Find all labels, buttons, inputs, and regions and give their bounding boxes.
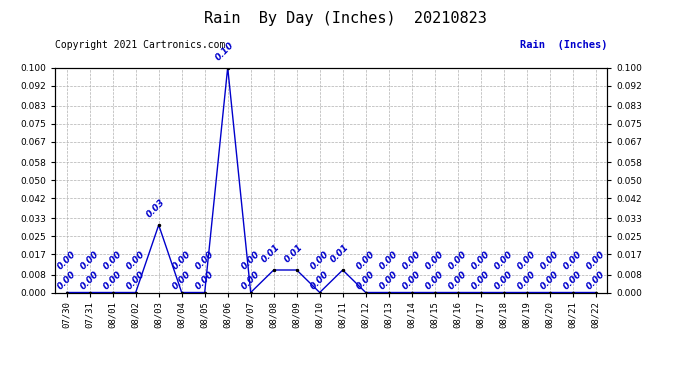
Text: 0.00: 0.00: [355, 250, 377, 272]
Text: 0.00: 0.00: [446, 269, 469, 291]
Text: 0.00: 0.00: [446, 250, 469, 272]
Text: 0.00: 0.00: [308, 269, 331, 291]
Text: 0.00: 0.00: [539, 269, 561, 291]
Text: 0.01: 0.01: [260, 242, 282, 264]
Text: 0.01: 0.01: [329, 242, 351, 264]
Text: 0.00: 0.00: [401, 250, 423, 272]
Text: 0.00: 0.00: [584, 250, 607, 272]
Text: 0.00: 0.00: [194, 250, 216, 272]
Text: 0.00: 0.00: [56, 269, 78, 291]
Text: 0.00: 0.00: [377, 250, 400, 272]
Text: 0.00: 0.00: [170, 250, 193, 272]
Text: 0.00: 0.00: [539, 250, 561, 272]
Text: 0.00: 0.00: [515, 269, 538, 291]
Text: 0.00: 0.00: [79, 250, 101, 272]
Text: 0.00: 0.00: [515, 250, 538, 272]
Text: 0.00: 0.00: [355, 269, 377, 291]
Text: 0.00: 0.00: [170, 269, 193, 291]
Text: 0.00: 0.00: [424, 269, 446, 291]
Text: 0.03: 0.03: [145, 197, 167, 219]
Text: 0.00: 0.00: [493, 269, 515, 291]
Text: 0.00: 0.00: [101, 269, 124, 291]
Text: 0.00: 0.00: [79, 269, 101, 291]
Text: 0.00: 0.00: [562, 250, 584, 272]
Text: 0.00: 0.00: [239, 250, 262, 272]
Text: 0.00: 0.00: [424, 250, 446, 272]
Text: 0.00: 0.00: [401, 269, 423, 291]
Text: 0.00: 0.00: [308, 250, 331, 272]
Text: 0.00: 0.00: [101, 250, 124, 272]
Text: 0.10: 0.10: [214, 40, 236, 62]
Text: 0.00: 0.00: [562, 269, 584, 291]
Text: 0.00: 0.00: [493, 250, 515, 272]
Text: 0.00: 0.00: [125, 250, 147, 272]
Text: 0.00: 0.00: [194, 269, 216, 291]
Text: 0.00: 0.00: [470, 250, 492, 272]
Text: 0.00: 0.00: [239, 269, 262, 291]
Text: 0.00: 0.00: [377, 269, 400, 291]
Text: 0.00: 0.00: [56, 250, 78, 272]
Text: 0.01: 0.01: [283, 242, 305, 264]
Text: Rain  (Inches): Rain (Inches): [520, 39, 607, 50]
Text: Rain  By Day (Inches)  20210823: Rain By Day (Inches) 20210823: [204, 11, 486, 26]
Text: 0.00: 0.00: [584, 269, 607, 291]
Text: 0.00: 0.00: [125, 269, 147, 291]
Text: 0.00: 0.00: [470, 269, 492, 291]
Text: Copyright 2021 Cartronics.com: Copyright 2021 Cartronics.com: [55, 39, 226, 50]
